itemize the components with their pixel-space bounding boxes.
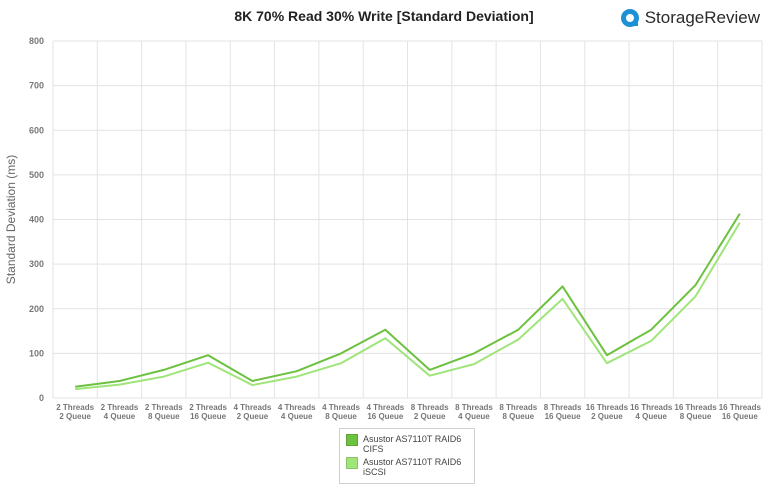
x-tick-label: 16 Queue bbox=[545, 412, 582, 421]
y-tick-label: 800 bbox=[29, 36, 44, 46]
x-tick-label: 4 Queue bbox=[104, 412, 136, 421]
x-tick-label: 8 Threads bbox=[411, 403, 449, 412]
x-tick-label: 16 Threads bbox=[630, 403, 673, 412]
y-tick-label: 400 bbox=[29, 215, 44, 225]
x-tick-label: 4 Threads bbox=[366, 403, 404, 412]
y-tick-label: 300 bbox=[29, 259, 44, 269]
legend-label-cifs: Asustor AS7110T RAID6 CIFS bbox=[363, 434, 462, 454]
x-tick-label: 4 Threads bbox=[278, 403, 316, 412]
series-line-iscsi bbox=[75, 222, 741, 391]
x-tick-label: 8 Queue bbox=[680, 412, 712, 421]
x-tick-label: 16 Threads bbox=[674, 403, 717, 412]
x-tick-label: 8 Threads bbox=[544, 403, 582, 412]
y-axis-label: Standard Deviation (ms) bbox=[4, 155, 18, 284]
y-tick-label: 600 bbox=[29, 125, 44, 135]
x-tick-label: 2 Queue bbox=[237, 412, 269, 421]
x-tick-label: 4 Queue bbox=[635, 412, 667, 421]
storagereview-logo-icon bbox=[620, 9, 639, 27]
brand-name: StorageReview bbox=[644, 8, 760, 27]
legend-label-iscsi: Asustor AS7110T RAID6 iSCSI bbox=[363, 457, 462, 477]
x-tick-label: 8 Queue bbox=[148, 412, 180, 421]
chart-legend: Asustor AS7110T RAID6 CIFS Asustor AS711… bbox=[339, 428, 475, 484]
x-tick-label: 4 Queue bbox=[458, 412, 490, 421]
legend-swatch-iscsi bbox=[346, 457, 358, 469]
legend-swatch-cifs bbox=[346, 434, 358, 446]
y-tick-label: 0 bbox=[39, 393, 44, 403]
x-tick-label: 2 Queue bbox=[414, 412, 446, 421]
x-tick-label: 2 Queue bbox=[59, 412, 91, 421]
y-tick-label: 500 bbox=[29, 170, 44, 180]
brand-logo: StorageReview bbox=[620, 8, 760, 28]
y-tick-label: 200 bbox=[29, 304, 44, 314]
x-tick-label: 16 Queue bbox=[722, 412, 759, 421]
x-tick-label: 2 Threads bbox=[56, 403, 94, 412]
x-tick-label: 8 Threads bbox=[499, 403, 537, 412]
x-tick-label: 16 Threads bbox=[719, 403, 762, 412]
x-tick-label: 2 Threads bbox=[189, 403, 227, 412]
x-tick-label: 4 Threads bbox=[234, 403, 272, 412]
series-line-cifs bbox=[75, 213, 741, 388]
y-tick-label: 700 bbox=[29, 81, 44, 91]
x-tick-label: 16 Queue bbox=[190, 412, 227, 421]
y-tick-label: 100 bbox=[29, 348, 44, 358]
legend-item-iscsi[interactable]: Asustor AS7110T RAID6 iSCSI bbox=[346, 457, 468, 477]
x-tick-label: 16 Queue bbox=[367, 412, 404, 421]
x-tick-label: 16 Threads bbox=[586, 403, 629, 412]
x-tick-label: 4 Queue bbox=[281, 412, 313, 421]
x-tick-label: 2 Threads bbox=[101, 403, 139, 412]
legend-item-cifs[interactable]: Asustor AS7110T RAID6 CIFS bbox=[346, 434, 468, 454]
x-tick-label: 8 Queue bbox=[325, 412, 357, 421]
x-tick-label: 8 Threads bbox=[455, 403, 493, 412]
x-tick-label: 8 Queue bbox=[502, 412, 534, 421]
x-tick-label: 2 Threads bbox=[145, 403, 183, 412]
chart-title: 8K 70% Read 30% Write [Standard Deviatio… bbox=[234, 8, 534, 24]
x-tick-label: 4 Threads bbox=[322, 403, 360, 412]
x-tick-label: 2 Queue bbox=[591, 412, 623, 421]
